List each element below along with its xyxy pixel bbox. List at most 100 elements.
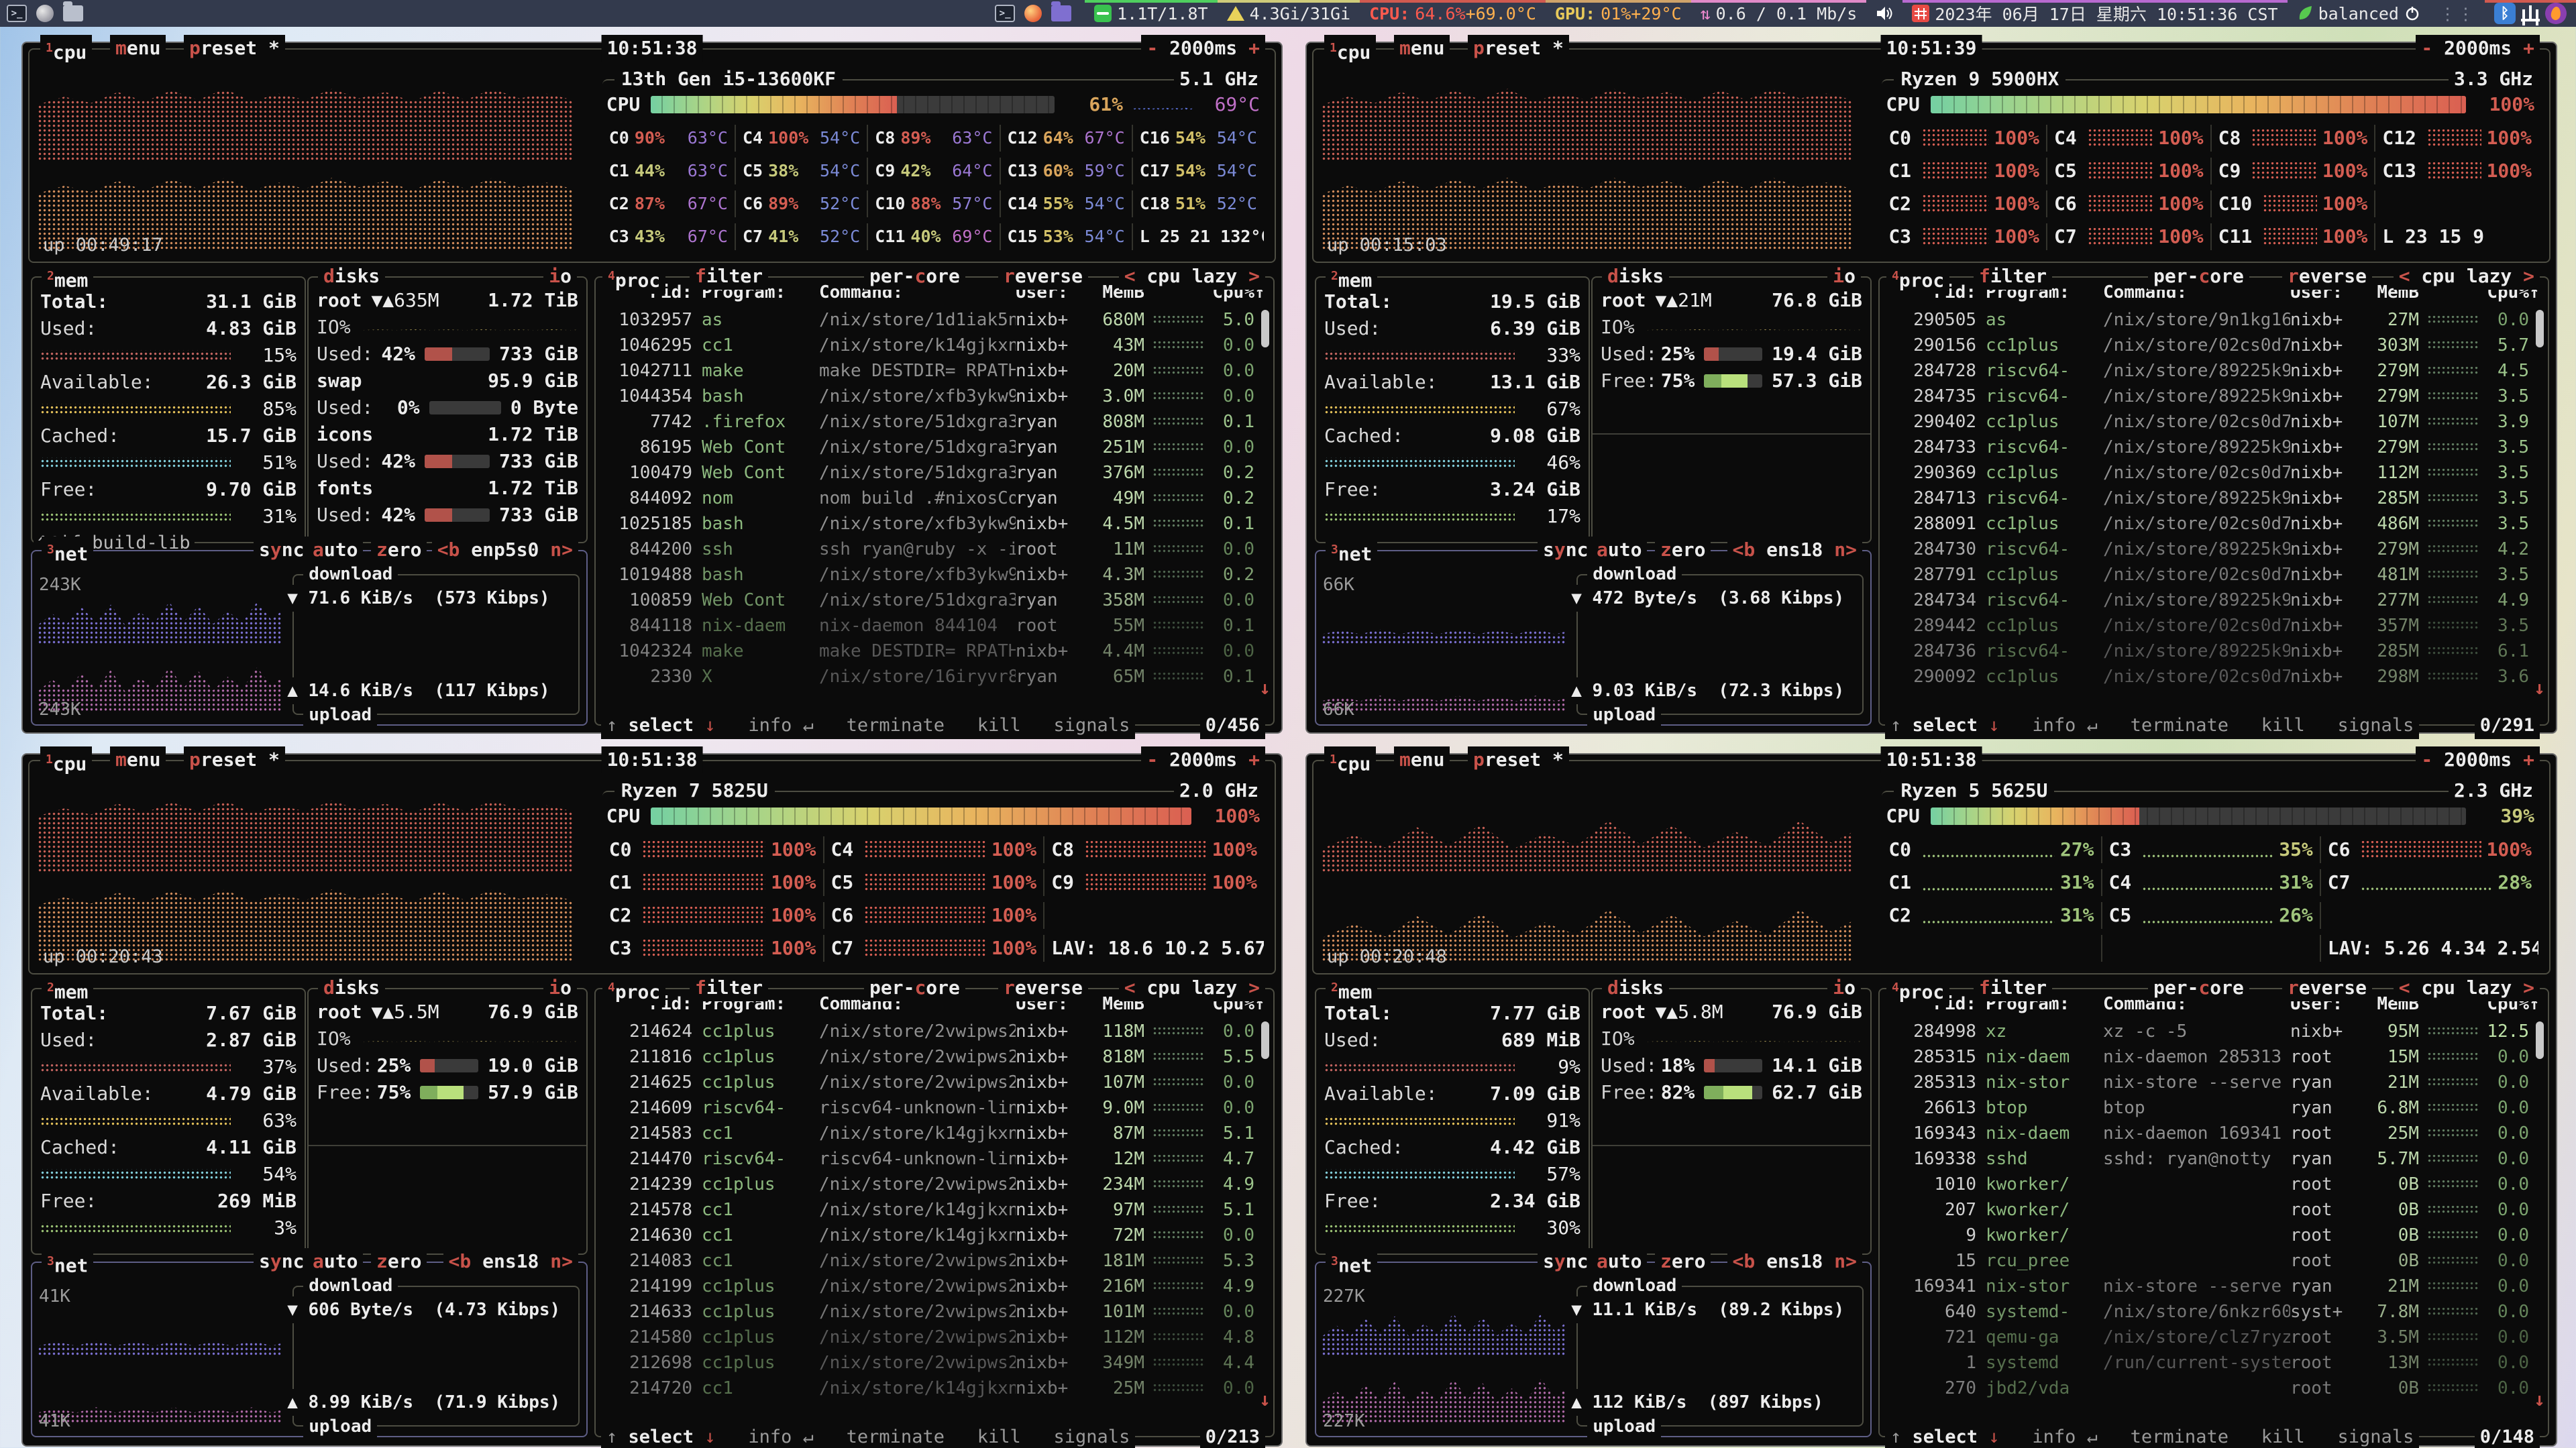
process-row[interactable]: 214083 cc1/nix/store/2vwipws2 nixb+ 181M 5.3: [596, 1248, 1273, 1274]
interval-minus[interactable]: -: [2421, 37, 2445, 59]
process-row[interactable]: 214199 cc1plus/nix/store/2vwipws2 nixb+ 216…: [596, 1274, 1273, 1299]
process-row[interactable]: 214630 cc1/nix/store/k14gjkxn nixb+ 72M 0.0: [596, 1223, 1273, 1248]
process-row[interactable]: 26613 btop btop ryan 6.8M 0.0: [1880, 1095, 2548, 1121]
process-row[interactable]: 844092 nom nom build .#nixosCo ryan 49M 0.2: [596, 486, 1273, 511]
process-row[interactable]: 1025185 bash/nix/store/xfb3ykw9 nixb+ 4.5M 0…: [596, 511, 1273, 537]
process-row[interactable]: 284728 riscv64- /nix/store/89225k9x nixb+ 27…: [1880, 358, 2548, 384]
net-interface-tab[interactable]: <b enp5s0 n>: [431, 537, 578, 563]
process-row[interactable]: 285313 nix-stor nix-store --serve - ryan 21M…: [1880, 1070, 2548, 1095]
mem-box-title[interactable]: 2mem: [1326, 263, 1378, 294]
folder-icon[interactable]: [1051, 1, 1072, 21]
net-auto-tab[interactable]: auto: [1591, 537, 1648, 563]
interval-plus[interactable]: +: [2512, 37, 2534, 59]
proc-scrollbar-thumb[interactable]: [2536, 310, 2544, 347]
proc-filter-tab[interactable]: filter: [1974, 974, 2053, 1001]
browser-icon[interactable]: [1024, 5, 1042, 22]
process-row[interactable]: 86195 Web Cont/nix/store/51dxgra3 ryan 251M…: [596, 435, 1273, 460]
disks-box-title[interactable]: disks: [1602, 263, 1670, 290]
tray-overflow[interactable]: ⋮⋮: [2439, 3, 2475, 23]
disks-io-tab[interactable]: io: [543, 263, 577, 290]
process-row[interactable]: 284735 riscv64- /nix/store/89225k9x nixb+ 27…: [1880, 384, 2548, 409]
network-rate-indicator[interactable]: ⇅ 0.6 / 0.1 Mb/s: [1690, 0, 1867, 27]
btop-window-top-left[interactable]: 1cpu menu preset * 10:51:38 - 2000ms + up 00:…: [21, 35, 1283, 739]
select-key[interactable]: select: [628, 715, 694, 736]
info-key[interactable]: info ↵: [2032, 1427, 2131, 1447]
process-row[interactable]: 1019488 bash/nix/store/xfb3ykw9 nixb+ 4.3M 0…: [596, 562, 1273, 588]
process-row[interactable]: 214624 cc1plus/nix/store/2vwipws2 nixb+ 118…: [596, 1019, 1273, 1044]
volume-indicator[interactable]: [1866, 0, 1902, 27]
disks-box-title[interactable]: disks: [318, 974, 386, 1001]
select-key[interactable]: select: [1912, 715, 1978, 736]
bluetooth-icon[interactable]: ᛒ: [2494, 3, 2516, 24]
menu-button[interactable]: menu: [110, 746, 166, 773]
process-row[interactable]: 1 systemd/run/current-system root 13M 0.0: [1880, 1350, 2548, 1376]
process-row[interactable]: 211816 cc1plus/nix/store/2vwipws2 nixb+ 818…: [596, 1044, 1273, 1070]
process-row[interactable]: 290092 cc1plus/nix/store/02cs0d7s nixb+ 298…: [1880, 664, 2548, 689]
disks-box-title[interactable]: disks: [1602, 974, 1670, 1001]
sort-prev[interactable]: <: [1124, 265, 1147, 287]
process-row[interactable]: 2330 X/nix/store/16iryvr8 ryan 65M 0.1: [596, 664, 1273, 689]
process-row[interactable]: 284733 riscv64- /nix/store/89225k9x nixb+ 27…: [1880, 435, 2548, 460]
net-sync-tab[interactable]: sync: [1538, 537, 1594, 563]
disks-box-title[interactable]: disks: [318, 263, 386, 290]
signals-key[interactable]: signals: [2337, 1427, 2414, 1447]
process-row[interactable]: 100479 Web Cont/nix/store/51dxgra3 ryan 376…: [596, 460, 1273, 486]
process-row[interactable]: 289442 cc1plus/nix/store/02cs0d7s nixb+ 357…: [1880, 613, 2548, 638]
signals-key[interactable]: signals: [1053, 715, 1130, 736]
proc-sort-control[interactable]: < cpu lazy >: [1118, 974, 1265, 1001]
proc-reverse-tab[interactable]: reverse: [998, 263, 1089, 290]
info-key[interactable]: info ↵: [748, 1427, 847, 1447]
tab-cpu[interactable]: 1cpu: [40, 746, 93, 778]
disks-io-tab[interactable]: io: [1827, 974, 1861, 1001]
info-key[interactable]: info ↵: [2032, 715, 2131, 736]
proc-filter-tab[interactable]: filter: [690, 263, 769, 290]
kill-key[interactable]: kill: [2261, 715, 2338, 736]
proc-percore-tab[interactable]: per-core: [2148, 263, 2249, 290]
flame-app-icon[interactable]: [2545, 3, 2567, 24]
sort-next[interactable]: >: [1237, 977, 1260, 999]
interval-minus[interactable]: -: [1146, 748, 1170, 771]
process-row[interactable]: 214625 cc1plus/nix/store/2vwipws2 nixb+ 107…: [596, 1070, 1273, 1095]
sort-prev[interactable]: <: [2398, 977, 2422, 999]
proc-sort-control[interactable]: < cpu lazy >: [2393, 974, 2540, 1001]
process-row[interactable]: 640 systemd- /nix/store/6nkzr60n syst+ 7.8M 0…: [1880, 1299, 2548, 1325]
terminate-key[interactable]: terminate: [2130, 715, 2261, 736]
kill-key[interactable]: kill: [977, 1427, 1054, 1447]
process-row[interactable]: 290156 cc1plus/nix/store/02cs0d7s nixb+ 303…: [1880, 333, 2548, 358]
proc-scrollbar-thumb[interactable]: [1261, 1021, 1269, 1059]
signals-key[interactable]: signals: [1053, 1427, 1130, 1447]
mem-box-title[interactable]: 2mem: [1326, 974, 1378, 1006]
process-row[interactable]: 270 jbd2/vda root 0B 0.0: [1880, 1376, 2548, 1401]
net-zero-tab[interactable]: zero: [1655, 1248, 1711, 1275]
process-row[interactable]: 214633 cc1plus/nix/store/2vwipws2 nixb+ 101…: [596, 1299, 1273, 1325]
process-row[interactable]: 290505 as/nix/store/9n1kg164 nixb+ 27M 0.0: [1880, 307, 2548, 333]
interval-plus[interactable]: +: [1237, 748, 1260, 771]
net-box-title[interactable]: 3net: [1326, 1248, 1378, 1280]
net-box-title[interactable]: 3net: [42, 1248, 94, 1280]
process-row[interactable]: 214583 cc1/nix/store/k14gjkxn nixb+ 87M 5.1: [596, 1121, 1273, 1146]
interval-control[interactable]: - 2000ms +: [2416, 746, 2540, 773]
select-key[interactable]: select: [628, 1427, 694, 1447]
process-row[interactable]: 1042324 make make DESTDIR= RPATH nixb+ 4.4M 0…: [596, 638, 1273, 664]
net-auto-tab[interactable]: auto: [307, 1248, 364, 1275]
process-row[interactable]: 214720 cc1/nix/store/k14gjkxn nixb+ 25M 0.0: [596, 1376, 1273, 1401]
process-row[interactable]: 1032957 as/nix/store/1d1iak5n nixb+ 680M 5.0: [596, 307, 1273, 333]
net-auto-tab[interactable]: auto: [1591, 1248, 1648, 1275]
process-row[interactable]: 287791 cc1plus/nix/store/02cs0d7s nixb+ 481…: [1880, 562, 2548, 588]
terminal-icon[interactable]: >_: [7, 5, 27, 22]
proc-scrollbar-thumb[interactable]: [2536, 1021, 2544, 1059]
process-row[interactable]: 207 kworker/root 0B 0.0: [1880, 1197, 2548, 1223]
proc-sort-control[interactable]: < cpu lazy >: [2393, 263, 2540, 290]
proc-scrollbar-thumb[interactable]: [1261, 310, 1269, 347]
proc-box-title[interactable]: 4proc: [602, 974, 666, 1006]
stats-app-icon[interactable]: [2521, 5, 2540, 21]
proc-box-title[interactable]: 4proc: [1886, 974, 1950, 1006]
process-row[interactable]: 214239 cc1plus/nix/store/2vwipws2 nixb+ 234…: [596, 1172, 1273, 1197]
memory-indicator[interactable]: 4.3Gi/31Gi: [1217, 0, 1360, 27]
btop-window-top-right[interactable]: 1cpu menu preset * 10:51:39 - 2000ms + up 00:…: [1305, 35, 2557, 739]
cpu-indicator[interactable]: CPU: 64.6%+69.0°C: [1360, 0, 1546, 27]
process-row[interactable]: 1044354 bash/nix/store/xfb3ykw9 nixb+ 3.0M 0…: [596, 384, 1273, 409]
process-row[interactable]: 844200 ssh ssh ryan@ruby -x -i root 11M 0.0: [596, 537, 1273, 562]
process-row[interactable]: 284713 riscv64- /nix/store/89225k9x nixb+ 28…: [1880, 486, 2548, 511]
process-row[interactable]: 1010 kworker/root 0B 0.0: [1880, 1172, 2548, 1197]
